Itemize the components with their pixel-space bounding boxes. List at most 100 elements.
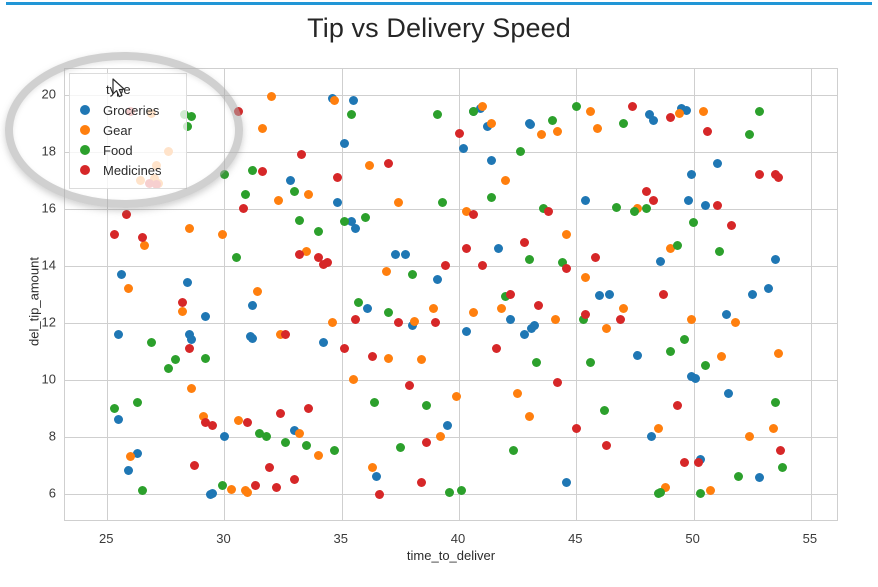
data-point xyxy=(297,150,307,159)
data-point xyxy=(370,397,380,407)
data-point xyxy=(182,278,192,288)
data-point xyxy=(494,244,504,253)
legend-item-label: Gear xyxy=(103,122,132,138)
legend[interactable]: type Groceries Gear Food Medicines xyxy=(69,73,187,189)
data-point xyxy=(184,329,194,339)
data-point xyxy=(189,460,199,470)
data-point xyxy=(531,358,541,367)
data-point xyxy=(679,335,689,345)
data-point xyxy=(581,272,591,282)
data-point xyxy=(773,172,783,182)
data-point xyxy=(726,221,736,231)
data-point xyxy=(384,308,394,318)
data-point xyxy=(318,259,328,269)
data-point xyxy=(745,130,755,139)
data-point xyxy=(440,261,450,271)
gridline-vertical xyxy=(224,69,225,520)
y-tick-label: 10 xyxy=(41,371,56,387)
gridline-horizontal xyxy=(65,266,837,267)
gridline-horizontal xyxy=(65,380,837,381)
data-point xyxy=(271,483,281,493)
data-point xyxy=(461,207,471,216)
data-point xyxy=(116,269,126,279)
data-point xyxy=(234,416,244,426)
data-point xyxy=(496,303,506,313)
data-point xyxy=(332,198,342,208)
data-point xyxy=(243,417,253,427)
data-point xyxy=(349,375,358,384)
data-point xyxy=(649,195,659,205)
legend-entries: Groceries Gear Food Medicines xyxy=(80,100,176,180)
legend-item-groceries[interactable]: Groceries xyxy=(80,100,176,120)
legend-item-medicines[interactable]: Medicines xyxy=(80,160,176,180)
data-point xyxy=(468,308,478,318)
data-point xyxy=(478,101,487,111)
data-point xyxy=(686,372,696,382)
legend-title: type xyxy=(106,82,131,97)
data-point xyxy=(550,315,560,325)
data-point xyxy=(140,241,150,251)
data-point xyxy=(700,360,710,370)
top-accent-bar xyxy=(6,2,872,5)
data-point xyxy=(775,446,785,456)
data-point xyxy=(754,169,764,179)
data-point xyxy=(653,423,663,433)
page-title: Tip vs Delivery Speed xyxy=(307,13,571,43)
data-point xyxy=(602,323,612,333)
data-point xyxy=(231,252,241,262)
data-point xyxy=(557,258,567,268)
data-point xyxy=(712,201,722,211)
data-point xyxy=(295,429,304,439)
data-point xyxy=(248,333,258,343)
data-point xyxy=(227,484,236,494)
data-point xyxy=(304,189,314,199)
data-point xyxy=(682,105,691,115)
data-point xyxy=(220,432,229,441)
data-point xyxy=(562,229,572,239)
data-point xyxy=(520,329,530,339)
data-point xyxy=(208,420,218,430)
legend-item-gear[interactable]: Gear xyxy=(80,120,176,140)
data-point xyxy=(571,101,581,111)
data-point xyxy=(417,477,426,487)
data-point xyxy=(349,95,358,105)
data-point xyxy=(590,252,600,262)
data-point xyxy=(410,316,419,326)
data-point xyxy=(630,207,640,216)
data-point xyxy=(520,238,530,248)
data-point xyxy=(133,397,143,407)
data-point xyxy=(442,420,452,430)
data-point xyxy=(428,303,438,313)
data-point xyxy=(771,397,781,407)
data-point xyxy=(332,172,342,182)
gridline-horizontal xyxy=(65,152,837,153)
data-point xyxy=(459,144,469,154)
data-point xyxy=(384,353,394,363)
x-axis-label: time_to_deliver xyxy=(406,548,496,563)
data-point xyxy=(487,192,497,202)
data-point xyxy=(506,289,516,299)
data-point xyxy=(717,352,727,362)
data-point xyxy=(351,315,361,325)
data-point xyxy=(461,326,471,336)
data-point xyxy=(395,443,405,453)
data-point xyxy=(264,463,274,473)
data-point xyxy=(553,127,562,137)
data-point xyxy=(698,107,708,117)
data-point xyxy=(508,446,518,456)
data-point xyxy=(745,432,755,441)
data-point xyxy=(660,483,670,493)
data-point xyxy=(526,120,536,130)
data-point xyxy=(686,315,696,325)
data-point xyxy=(524,255,534,265)
data-point xyxy=(764,283,774,293)
data-point xyxy=(487,155,497,165)
legend-item-food[interactable]: Food xyxy=(80,140,176,160)
data-point xyxy=(435,432,445,441)
gridline-horizontal xyxy=(65,95,837,96)
data-point xyxy=(501,292,511,302)
y-tick-label: 14 xyxy=(41,257,56,273)
gridline-vertical xyxy=(576,69,577,520)
data-point xyxy=(700,201,710,211)
data-point xyxy=(656,487,666,497)
